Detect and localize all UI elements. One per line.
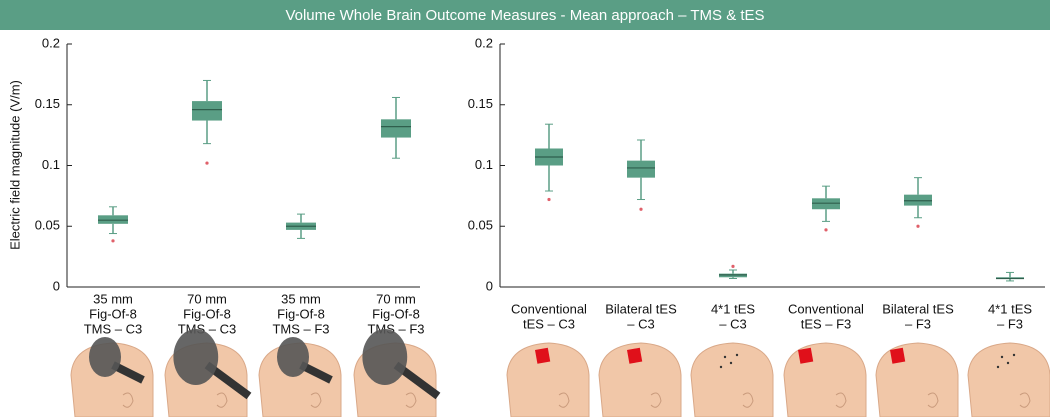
electrode bbox=[719, 365, 723, 369]
coil bbox=[89, 337, 121, 377]
header-bar bbox=[0, 0, 1050, 30]
electrode bbox=[1006, 361, 1010, 365]
head-ear bbox=[216, 392, 228, 408]
electrode bbox=[627, 347, 643, 364]
y-tick-label: 0.1 bbox=[475, 157, 493, 172]
y-tick-label: 0.05 bbox=[468, 218, 493, 233]
head-illustration bbox=[783, 342, 867, 417]
electrode bbox=[890, 347, 906, 364]
x-tick-label: 35 mm bbox=[93, 291, 133, 306]
head-ear bbox=[650, 392, 662, 408]
head-ear bbox=[927, 392, 939, 408]
box bbox=[381, 119, 411, 138]
electrode bbox=[1012, 353, 1016, 357]
y-tick-label: 0 bbox=[53, 278, 60, 293]
x-tick-label: Conventional bbox=[788, 301, 864, 316]
outlier bbox=[916, 224, 920, 228]
y-tick-label: 0.15 bbox=[35, 96, 60, 111]
x-tick-label: 4*1 tES bbox=[711, 301, 755, 316]
x-tick-label: tES – F3 bbox=[801, 316, 852, 331]
outlier bbox=[547, 197, 551, 202]
outlier bbox=[205, 161, 209, 165]
box bbox=[904, 194, 932, 206]
outlier bbox=[731, 264, 735, 268]
x-tick-label: Fig-Of-8 bbox=[277, 306, 325, 321]
x-tick-label: tES – C3 bbox=[523, 316, 575, 331]
coil bbox=[362, 329, 408, 385]
x-tick-label: – F3 bbox=[997, 316, 1023, 331]
head-ear bbox=[742, 392, 754, 408]
box bbox=[98, 215, 128, 224]
coil bbox=[173, 329, 219, 385]
head-illustration bbox=[875, 342, 959, 417]
y-tick-label: 0 bbox=[486, 278, 493, 293]
box bbox=[996, 277, 1024, 279]
y-tick-label: 0.2 bbox=[475, 35, 493, 50]
x-tick-label: TMS – F3 bbox=[272, 321, 329, 336]
head-ear bbox=[835, 392, 847, 408]
x-tick-label: 70 mm bbox=[376, 291, 416, 306]
page-title: Volume Whole Brain Outcome Measures - Me… bbox=[285, 7, 764, 24]
outlier bbox=[639, 207, 643, 211]
x-tick-label: 4*1 tES bbox=[988, 301, 1032, 316]
x-tick-label: Fig-Of-8 bbox=[372, 306, 420, 321]
box bbox=[719, 273, 747, 278]
y-tick-label: 0.2 bbox=[42, 35, 60, 50]
head-ear bbox=[310, 392, 322, 408]
head-illustration bbox=[967, 342, 1050, 417]
electrode bbox=[996, 365, 1000, 369]
electrode bbox=[798, 347, 814, 364]
outlier bbox=[111, 239, 115, 243]
x-tick-label: Bilateral tES bbox=[605, 301, 677, 316]
box bbox=[627, 160, 655, 178]
y-axis-label: Electric field magnitude (V/m) bbox=[7, 80, 22, 250]
electrode bbox=[723, 355, 727, 359]
head-ear bbox=[122, 392, 134, 408]
head-illustration bbox=[690, 342, 774, 417]
x-tick-label: Conventional bbox=[511, 301, 587, 316]
electrode bbox=[735, 353, 739, 357]
x-tick-label: – F3 bbox=[905, 316, 931, 331]
y-tick-label: 0.05 bbox=[35, 218, 60, 233]
box bbox=[192, 101, 222, 121]
electrode bbox=[535, 347, 551, 364]
x-tick-label: Fig-Of-8 bbox=[183, 306, 231, 321]
electrode bbox=[729, 361, 733, 365]
electrode bbox=[1000, 355, 1004, 359]
head-ear bbox=[558, 392, 570, 408]
x-tick-label: Fig-Of-8 bbox=[89, 306, 137, 321]
y-tick-label: 0.15 bbox=[468, 96, 493, 111]
coil bbox=[277, 337, 309, 377]
x-tick-label: 35 mm bbox=[281, 291, 321, 306]
x-tick-label: – C3 bbox=[719, 316, 746, 331]
head-ear bbox=[1019, 392, 1031, 408]
y-tick-label: 0.1 bbox=[42, 157, 60, 172]
outlier bbox=[824, 228, 828, 232]
x-tick-label: – C3 bbox=[627, 316, 654, 331]
x-tick-label: Bilateral tES bbox=[882, 301, 954, 316]
box bbox=[812, 198, 840, 210]
x-tick-label: TMS – C3 bbox=[84, 321, 143, 336]
x-tick-label: 70 mm bbox=[187, 291, 227, 306]
head-ear bbox=[405, 392, 417, 408]
